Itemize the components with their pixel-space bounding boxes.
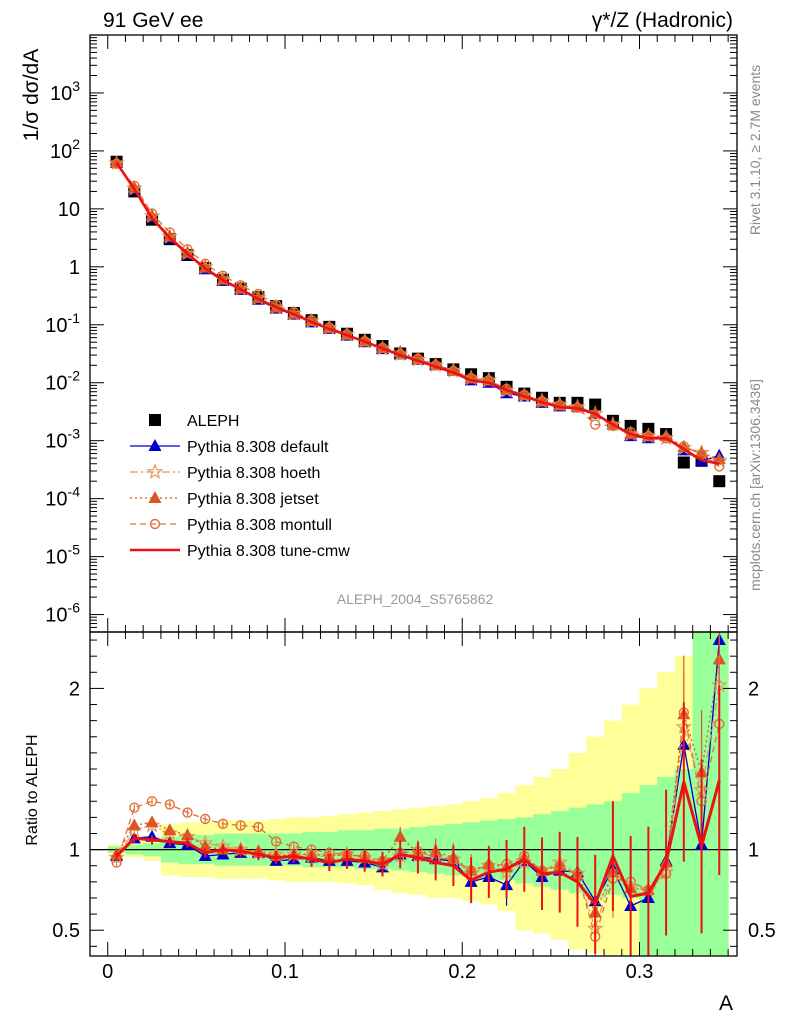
main-data-point (110, 155, 124, 168)
ratio-y-tick-label-right: 2 (748, 678, 759, 700)
legend-entry: Pythia 8.308 montull (130, 517, 332, 534)
ratio-data-point (253, 821, 264, 833)
main-series-group (108, 154, 728, 488)
header-left-label: 91 GeV ee (103, 9, 203, 32)
main-data-point (145, 208, 159, 221)
ratio-data-point (182, 807, 193, 818)
ratio-y-tick-label: 0.5 (52, 920, 80, 942)
legend-marker (149, 414, 161, 426)
legend-marker (149, 518, 161, 530)
main-y-tick-label: 10 (58, 199, 80, 221)
main-data-point (111, 158, 122, 169)
x-tick-label: 0.2 (448, 961, 476, 983)
main-y-tick-label: 10-3 (45, 426, 80, 453)
main-data-point (714, 461, 725, 472)
main-y-tick-label: 10-5 (45, 542, 80, 569)
legend: ALEPH Pythia 8.308 default Pythia 8.308 ho… (130, 413, 350, 560)
main-data-point (677, 456, 690, 469)
legend-label: Pythia 8.308 jetset (187, 491, 319, 508)
mcplots-label: mcplots.cern.ch [arXiv:1306.3436] (747, 379, 763, 591)
ratio-data-point (200, 813, 211, 825)
ratio-band-green (586, 804, 605, 898)
x-axis-label: A (719, 992, 733, 1015)
main-data-point (483, 375, 495, 386)
ratio-data-point (129, 802, 140, 813)
legend-label: Pythia 8.308 montull (187, 517, 332, 534)
ratio-data-point (163, 823, 177, 836)
main-y-tick-label: 102 (50, 136, 80, 163)
main-y-axis-label: 1/σ dσ/dA (20, 49, 43, 141)
ratio-series-pythia-8-308-tune-cmw (115, 685, 721, 956)
main-y-tick-label: 10-6 (45, 600, 80, 627)
ratio-data-point (235, 820, 246, 831)
main-y-tick-label: 103 (50, 78, 80, 105)
legend-label: Pythia 8.308 hoeth (187, 465, 320, 482)
analysis-id-label: ALEPH_2004_S5765862 (337, 591, 494, 607)
rivet-version-label: Rivet 3.1.10, ≥ 2.7M events (747, 65, 763, 235)
ratio-y-tick-label-right: 0.5 (748, 920, 776, 942)
ratio-y-tick-label-right: 1 (748, 840, 759, 862)
header-right-label: γ*/Z (Hadronic) (592, 9, 733, 32)
main-y-tick-label: 10-1 (45, 310, 80, 337)
ratio-band-green (674, 769, 694, 956)
legend-marker (148, 439, 162, 451)
x-tick-label: 0.1 (271, 961, 299, 983)
legend-entry: Pythia 8.308 jetset (130, 491, 319, 508)
legend-entry: Pythia 8.308 tune-cmw (130, 543, 350, 560)
legend-entry: ALEPH (149, 413, 239, 430)
ratio-data-point (127, 818, 141, 831)
legend-entry: Pythia 8.308 hoeth (130, 463, 320, 482)
ratio-y-tick-label: 2 (69, 678, 80, 700)
main-y-tick-label: 10-2 (45, 368, 80, 395)
ratio-data-point (164, 799, 175, 810)
ratio-reference-bands (90, 632, 737, 956)
ratio-y-axis-label: Ratio to ALEPH (24, 734, 41, 845)
ratio-series-group (108, 632, 728, 956)
main-data-point (657, 429, 675, 446)
main-data-point (163, 229, 177, 242)
main-series-pythia-8-308-tune-cmw (115, 162, 720, 466)
main-data-point (589, 398, 602, 411)
ratio-plot-frame (89, 631, 738, 957)
x-tick-label: 0.3 (626, 961, 654, 983)
ratio-data-point (145, 815, 159, 828)
legend-label: Pythia 8.308 default (187, 439, 329, 456)
ratio-data-point (198, 839, 212, 852)
main-y-tick-label: 1 (69, 257, 80, 279)
ratio-data-point (393, 829, 407, 842)
main-data-point (695, 445, 709, 458)
legend-marker (146, 463, 164, 480)
legend-marker (148, 491, 162, 503)
main-y-tick-label: 10-4 (45, 484, 80, 511)
main-series-line (115, 162, 720, 466)
legend-entry: Pythia 8.308 default (130, 439, 329, 456)
main-data-point (712, 452, 726, 465)
ratio-data-point (146, 796, 158, 807)
ratio-y-tick-label: 1 (69, 840, 80, 862)
ratio-data-point (180, 828, 194, 841)
main-data-point (180, 245, 194, 258)
ratio-series-line (115, 779, 721, 908)
x-tick-label: 0 (102, 961, 113, 983)
ratio-data-point (217, 818, 229, 830)
main-data-point (713, 475, 726, 488)
legend-label: ALEPH (187, 413, 239, 430)
ratio-data-point (270, 836, 282, 847)
legend-label: Pythia 8.308 tune-cmw (187, 543, 350, 560)
main-data-point (589, 419, 601, 430)
